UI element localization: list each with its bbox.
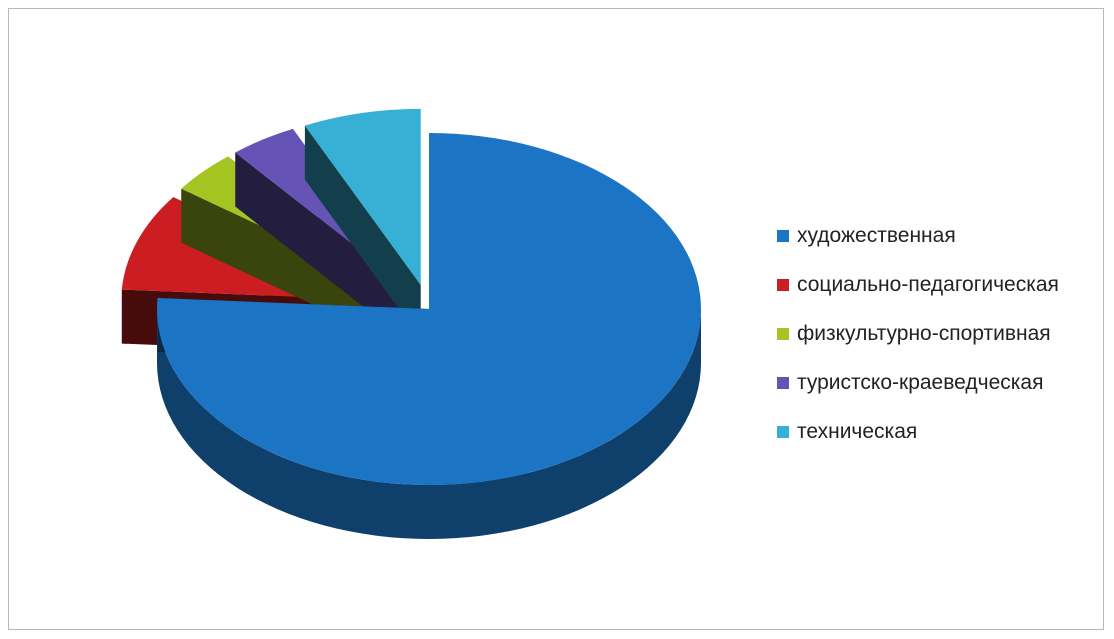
slice-top bbox=[304, 108, 421, 285]
legend-swatch bbox=[777, 229, 789, 242]
chart-legend: художественная социально-педагогическая фи… bbox=[777, 221, 1059, 466]
legend-label: физкультурно-спортивная bbox=[797, 321, 1051, 345]
legend-item: социально-педагогическая bbox=[777, 270, 1059, 299]
legend-swatch bbox=[777, 278, 789, 291]
legend-swatch bbox=[777, 376, 789, 389]
pie-slice-1 bbox=[157, 133, 702, 539]
legend-item: техническая bbox=[777, 417, 1059, 446]
legend-swatch bbox=[777, 425, 789, 438]
legend-label: художественная bbox=[797, 223, 956, 247]
pie-slice-5 bbox=[304, 108, 421, 339]
legend-item: физкультурно-спортивная bbox=[777, 319, 1059, 348]
legend-item: туристско-краеведческая bbox=[777, 368, 1059, 397]
slice-side bbox=[157, 309, 701, 539]
slice-wall bbox=[304, 125, 421, 339]
slice-top bbox=[157, 133, 702, 485]
pie-chart bbox=[121, 108, 702, 539]
legend-item: художественная bbox=[777, 221, 1059, 250]
legend-swatch bbox=[777, 327, 789, 340]
chart-frame: художественная социально-педагогическая фи… bbox=[8, 8, 1104, 630]
slice-wall bbox=[235, 152, 409, 343]
legend-label: техническая bbox=[797, 419, 918, 443]
legend-label: социально-педагогическая bbox=[797, 272, 1059, 296]
legend-label: туристско-краеведческая bbox=[797, 370, 1044, 394]
